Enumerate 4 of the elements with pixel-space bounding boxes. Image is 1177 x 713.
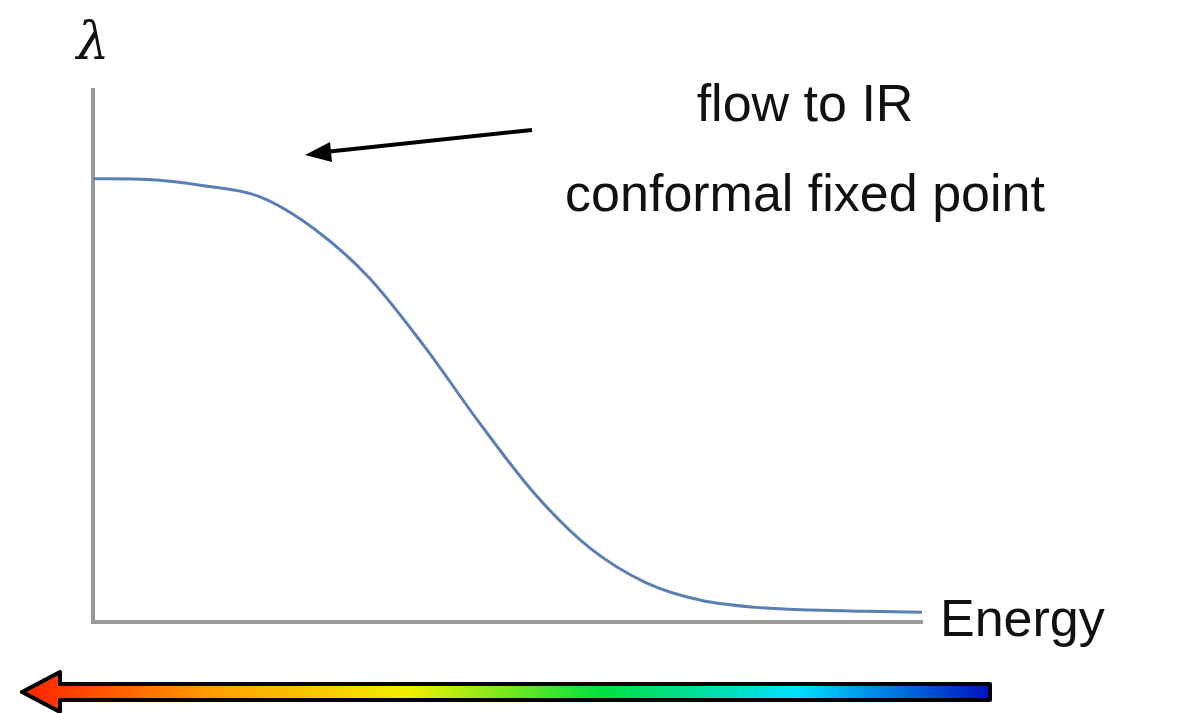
text: flow to IR [696, 74, 914, 133]
annotation: conformal fixed point [565, 164, 1046, 223]
y-axis-title: λ [74, 10, 110, 71]
x-axis-title: Energy [940, 589, 1105, 648]
